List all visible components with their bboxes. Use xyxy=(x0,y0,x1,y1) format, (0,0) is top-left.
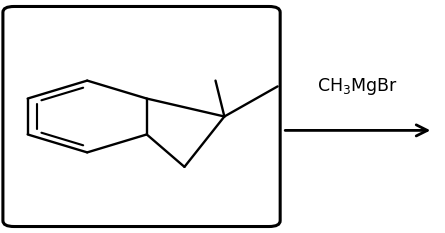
Text: CH$_3$MgBr: CH$_3$MgBr xyxy=(317,76,398,97)
FancyBboxPatch shape xyxy=(3,7,280,226)
